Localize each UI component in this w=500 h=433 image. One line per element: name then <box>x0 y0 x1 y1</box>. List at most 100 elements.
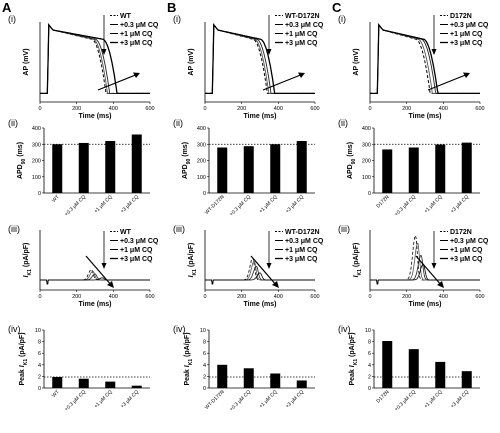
arrow-head <box>437 281 444 288</box>
label-part: 90 <box>351 158 357 164</box>
ik1-y-axis-label: IK1 (pA/pF) <box>188 243 198 278</box>
ik1-trace-1 <box>40 270 150 285</box>
x-tick-label: 400 <box>439 106 448 112</box>
x-tick-label: 200 <box>237 294 246 300</box>
label-part: 90 <box>186 158 192 164</box>
ik1-trace-3 <box>205 272 315 285</box>
label-part: (ms) <box>182 142 189 159</box>
y-tick-label: 100 <box>362 175 371 181</box>
row-label: (ii) <box>173 118 183 128</box>
legend-entry: +3 μM CQ <box>450 40 483 47</box>
bar-category-label: WT-D172N <box>204 389 226 411</box>
arrow-line <box>262 73 304 91</box>
bar-category-label: +3 μM CQ <box>450 389 471 410</box>
label-part: APD <box>17 164 24 179</box>
time-axis-label: Time (ms) <box>409 113 442 120</box>
y-tick-label: 100 <box>32 175 41 181</box>
arrow-line <box>85 255 113 287</box>
y-tick-label: 200 <box>362 159 371 165</box>
label-part: I <box>23 274 30 277</box>
bar-category-label: +1 μM CQ <box>93 194 114 215</box>
arrow-line <box>415 255 443 287</box>
y-tick-label: 4 <box>203 363 206 369</box>
arrow-head <box>107 281 114 288</box>
label-part: (pA/pF) <box>349 332 356 358</box>
label-part: (ms) <box>347 142 354 159</box>
bar-category-label: +1 μM CQ <box>423 194 444 215</box>
time-axis-label: Time (ms) <box>409 301 442 308</box>
legend-entry: +0.3 μM CQ <box>450 238 489 245</box>
panel-letter: A <box>2 0 12 15</box>
ik1-y-axis-label: IK1 (pA/pF) <box>23 243 33 278</box>
x-tick-label: 600 <box>145 106 154 112</box>
legend-entry: +0.3 μM CQ <box>120 238 159 245</box>
x-tick-label: 600 <box>475 106 484 112</box>
y-tick-label: 0 <box>368 191 371 197</box>
label-part: (pA/pF) <box>184 332 191 358</box>
arrow-head <box>272 281 279 288</box>
arrow-head <box>133 72 140 78</box>
legend-arrow-head <box>431 263 437 269</box>
bar <box>296 380 307 388</box>
y-tick-label: 200 <box>32 159 41 165</box>
bar <box>52 376 63 388</box>
x-tick-label: 0 <box>38 294 41 300</box>
x-tick-label: 200 <box>402 294 411 300</box>
bar-category-label: +3 μM CQ <box>120 194 141 215</box>
bar <box>243 368 254 388</box>
ap-y-axis-label: AP (mV) <box>353 48 360 75</box>
bar <box>52 144 63 193</box>
label-part: I <box>353 274 360 277</box>
panel-letter: C <box>332 0 342 15</box>
row-label: (iv) <box>173 324 186 334</box>
panel-letter: B <box>167 0 176 15</box>
legend-arrow-head <box>431 49 437 55</box>
x-tick-label: 0 <box>368 294 371 300</box>
legend-entry: +3 μM CQ <box>285 40 318 47</box>
bar <box>131 385 142 388</box>
bar-category-label: D172N <box>375 389 391 405</box>
legend-entry: +1 μM CQ <box>120 31 153 38</box>
apd-y-axis-label: APD90 (ms) <box>182 142 192 179</box>
y-tick-label: 6 <box>203 351 206 357</box>
bar-category-label: +0.3 μM CQ <box>394 389 418 413</box>
y-tick-label: 0 <box>203 386 206 392</box>
ik1-trace-3 <box>40 277 150 285</box>
label-part: (pA/pF) <box>188 243 195 269</box>
y-tick-label: 0 <box>203 191 206 197</box>
x-tick-label: 600 <box>475 294 484 300</box>
y-tick-label: 0 <box>38 191 41 197</box>
y-tick-label: 400 <box>197 126 206 132</box>
y-tick-label: 6 <box>368 351 371 357</box>
bar <box>461 142 472 193</box>
legend-entry: D172N <box>450 13 472 20</box>
label-part: K1 <box>357 269 363 276</box>
label-part: K1 <box>353 359 359 366</box>
legend-entry: +0.3 μM CQ <box>450 22 489 29</box>
ap-y-axis-label: AP (mV) <box>188 48 195 75</box>
bar <box>382 149 393 193</box>
legend-entry: +1 μM CQ <box>450 31 483 38</box>
y-tick-label: 300 <box>32 142 41 148</box>
bar-category-label: WT <box>51 389 61 399</box>
legend-arrow-head <box>266 49 272 55</box>
bar-category-label: +0.3 μM CQ <box>64 389 88 413</box>
legend-arrow-head <box>101 49 107 55</box>
arrow-line <box>97 73 139 91</box>
legend-entry: +1 μM CQ <box>285 247 318 254</box>
bar-category-label: +1 μM CQ <box>258 389 279 410</box>
bar-category-label: D172N <box>375 194 391 210</box>
row-label: (i) <box>173 14 181 24</box>
y-tick-label: 10 <box>200 328 206 334</box>
bar-category-label: +1 μM CQ <box>423 389 444 410</box>
x-tick-label: 0 <box>203 106 206 112</box>
label-part: Peak <box>349 367 356 385</box>
label-part: K1 <box>23 359 29 366</box>
label-part: Peak <box>19 367 26 385</box>
time-axis-label: Time (ms) <box>244 301 277 308</box>
label-part: I <box>184 364 191 367</box>
